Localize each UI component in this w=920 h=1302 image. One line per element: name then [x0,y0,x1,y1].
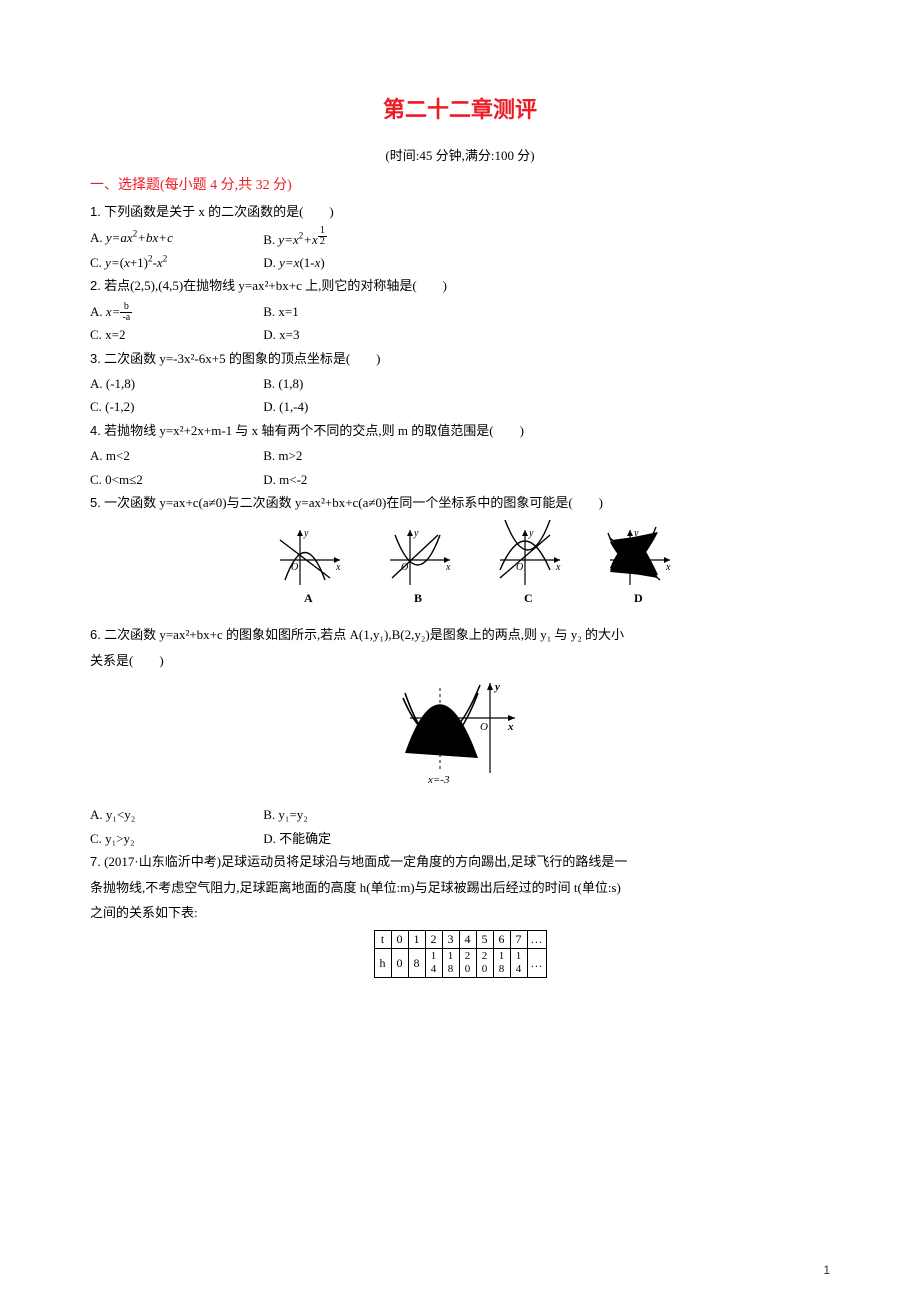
q2-options-row1: A. x=b-a B. x=1 [90,300,830,324]
q7-table-wrap: t 0 1 2 3 4 5 6 7 … h 0 8 14 18 20 20 18… [90,930,830,978]
q3-options-row1: A. (-1,8) B. (1,8) [90,372,830,395]
svg-text:x: x [335,562,341,573]
q5-stem: 一次函数 y=ax+c(a≠0)与二次函数 y=ax²+bx+c(a≠0)在同一… [104,495,603,510]
q6-opt-c: C. y₁>y₂ [90,827,260,850]
q1-opt-a: A. y=ax2+bx+c [90,226,260,249]
q4-opt-b: B. m>2 [263,444,433,467]
svg-text:A: A [304,591,313,605]
q4-opt-a: A. m<2 [90,444,260,467]
q7-stem-l1: 足球运动员将足球沿与地面成一定角度的方向踢出,足球飞行的路线是一 [221,854,627,869]
q3-options-row2: C. (-1,2) D. (1,-4) [90,395,830,418]
q4-stem: 若抛物线 y=x²+2x+m-1 与 x 轴有两个不同的交点,则 m 的取值范围… [104,423,524,438]
q3-number: 3. [90,351,101,366]
timing-info: (时间:45 分钟,满分:100 分) [90,144,830,167]
question-3: 3. 二次函数 y=-3x²-6x+5 的图象的顶点坐标是( ) [90,347,830,370]
q2-opt-a: A. x=b-a [90,300,260,324]
question-5: 5. 一次函数 y=ax+c(a≠0)与二次函数 y=ax²+bx+c(a≠0)… [90,491,830,514]
q2-number: 2. [90,278,101,293]
q6-options-row2: C. y₁>y₂ D. 不能确定 [90,827,830,850]
svg-text:C: C [524,591,533,605]
th-t: t [374,931,391,948]
q7-stem-l3: 之间的关系如下表: [90,901,830,924]
th-h: h [374,948,391,977]
q6-number: 6. [90,627,101,642]
svg-text:y: y [413,528,419,539]
q2-stem: 若点(2,5),(4,5)在抛物线 y=ax²+bx+c 上,则它的对称轴是( … [104,278,447,293]
q4-opt-c: C. 0<m≤2 [90,468,260,491]
q2-opt-c: C. x=2 [90,323,260,346]
q3-opt-b: B. (1,8) [263,372,433,395]
question-4: 4. 若抛物线 y=x²+2x+m-1 与 x 轴有两个不同的交点,则 m 的取… [90,419,830,442]
q6-svg: y x O x=-3 [400,678,520,788]
q2-opt-d: D. x=3 [263,323,433,346]
q1-stem: 下列函数是关于 x 的二次函数的是( ) [104,204,334,219]
q6-figure: y x O x=-3 [90,678,830,797]
table-row: t 0 1 2 3 4 5 6 7 … [374,931,546,948]
question-7: 7. (2017·山东临沂中考)足球运动员将足球沿与地面成一定角度的方向踢出,足… [90,850,830,873]
q6-stem-line1: 二次函数 y=ax²+bx+c 的图象如图所示,若点 A(1,y₁),B(2,y… [104,627,624,642]
q4-options-row2: C. 0<m≤2 D. m<-2 [90,468,830,491]
q6-opt-a: A. y₁<y₂ [90,803,260,826]
q5-svg: y x O A y x O B [240,520,680,610]
table-row: h 0 8 14 18 20 20 18 14 … [374,948,546,977]
q6-opt-b: B. y₁=y₂ [263,803,433,826]
page-number: 1 [823,1260,830,1282]
q1-options-row1: A. y=ax2+bx+c B. y=x2+x12 [90,226,830,251]
svg-text:y: y [528,528,534,539]
q2-opt-b: B. x=1 [263,300,433,323]
q6-options-row1: A. y₁<y₂ B. y₁=y₂ [90,803,830,826]
q4-options-row1: A. m<2 B. m>2 [90,444,830,467]
svg-text:x: x [445,562,451,573]
chapter-title: 第二十二章测评 [90,90,830,130]
q4-number: 4. [90,423,101,438]
q7-source: (2017·山东临沂中考) [104,854,221,869]
q5-figures: y x O A y x O B [90,520,830,619]
q6-opt-d: D. 不能确定 [263,827,433,850]
q3-opt-c: C. (-1,2) [90,395,260,418]
svg-text:x: x [555,562,561,573]
q5-number: 5. [90,495,101,510]
question-6: 6. 二次函数 y=ax²+bx+c 的图象如图所示,若点 A(1,y₁),B(… [90,623,830,646]
q7-stem-l2: 条抛物线,不考虑空气阻力,足球距离地面的高度 h(单位:m)与足球被踢出后经过的… [90,876,830,899]
svg-text:y: y [493,681,500,693]
q7-number: 7. [90,854,101,869]
q1-number: 1. [90,204,101,219]
svg-text:x: x [665,562,671,573]
q4-opt-d: D. m<-2 [263,468,433,491]
q1-opt-b: B. y=x2+x12 [263,226,433,251]
q1-opt-d: D. y=x(1-x) [263,251,433,274]
q6-stem-line2: 关系是( ) [90,649,830,672]
question-1: 1. 下列函数是关于 x 的二次函数的是( ) [90,200,830,223]
q1-opt-c: C. y=(x+1)2-x2 [90,251,260,274]
q3-stem: 二次函数 y=-3x²-6x+5 的图象的顶点坐标是( ) [104,351,380,366]
q3-opt-d: D. (1,-4) [263,395,433,418]
svg-text:D: D [634,591,643,605]
question-2: 2. 若点(2,5),(4,5)在抛物线 y=ax²+bx+c 上,则它的对称轴… [90,274,830,297]
svg-text:B: B [414,591,422,605]
svg-text:y: y [303,528,309,539]
q2-options-row2: C. x=2 D. x=3 [90,323,830,346]
svg-text:O: O [480,721,488,733]
q1-options-row2: C. y=(x+1)2-x2 D. y=x(1-x) [90,251,830,274]
q3-opt-a: A. (-1,8) [90,372,260,395]
q7-table: t 0 1 2 3 4 5 6 7 … h 0 8 14 18 20 20 18… [374,930,547,978]
svg-text:x=-3: x=-3 [427,774,450,786]
svg-text:x: x [507,721,514,733]
section-1-title: 一、选择题(每小题 4 分,共 32 分) [90,173,830,198]
